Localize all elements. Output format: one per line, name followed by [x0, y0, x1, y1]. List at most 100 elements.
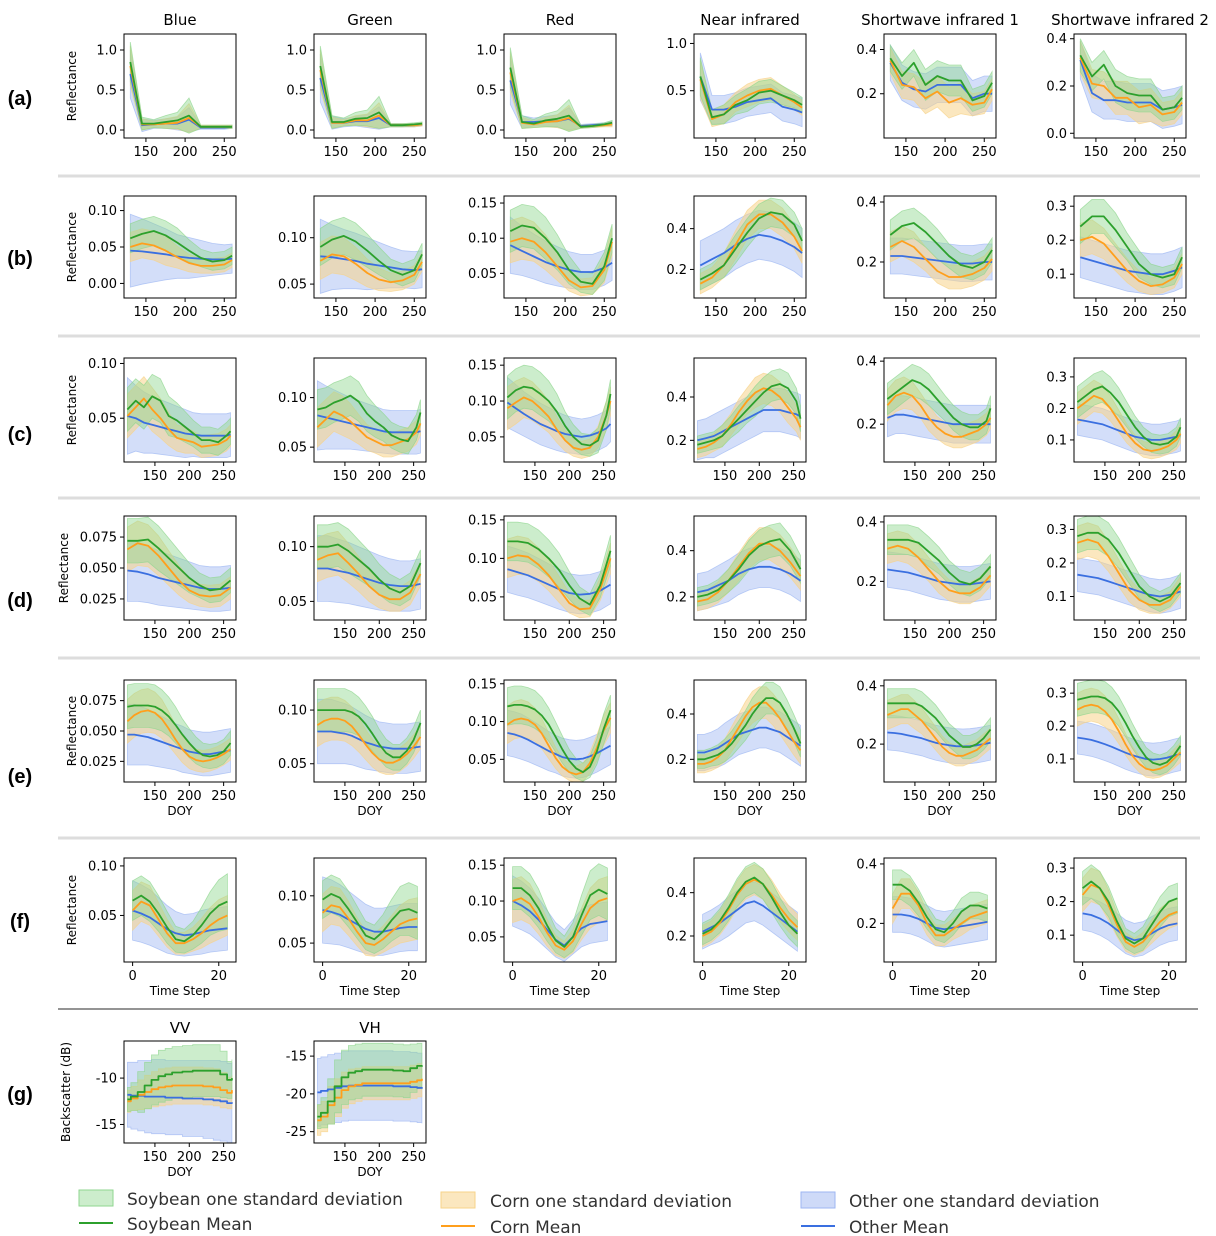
y-tick-label: 1.0 — [286, 44, 307, 59]
y-tick-label: 0.10 — [278, 704, 307, 719]
y-tick-label: 0.4 — [856, 43, 877, 58]
x-tick-label: 250 — [782, 305, 807, 320]
x-tick-label: 250 — [1161, 627, 1186, 642]
x-tick-label: 250 — [971, 469, 996, 484]
x-tick-label: 20 — [590, 969, 607, 984]
panel-frame — [693, 357, 807, 463]
panel-title: VV — [170, 1019, 191, 1037]
y-tick-label: 0.4 — [666, 544, 687, 559]
y-tick-label: 0.0 — [476, 124, 497, 139]
y-tick-label: 0.2 — [1046, 720, 1067, 735]
y-tick-label: 1.0 — [666, 37, 687, 52]
panel-frame — [313, 679, 427, 783]
soybean-mean-line — [317, 394, 422, 443]
panel-frame — [883, 857, 997, 963]
y-tick-label: 0.4 — [666, 886, 687, 901]
corn-mean-line — [702, 878, 799, 937]
x-tick-label: 150 — [143, 469, 168, 484]
corn-mean-line — [127, 1084, 233, 1103]
x-tick-label: 250 — [591, 627, 616, 642]
corn-std-band — [699, 199, 803, 295]
y-tick-label: 0.2 — [666, 590, 687, 605]
y-axis-label: Reflectance — [65, 375, 79, 445]
x-tick-label: 200 — [557, 469, 582, 484]
soybean-mean-line — [512, 887, 608, 948]
plot-area — [886, 363, 992, 449]
corn-mean-line — [322, 904, 418, 946]
x-tick-label: 250 — [971, 627, 996, 642]
plot-area — [702, 861, 799, 953]
soybean-std-band — [1077, 516, 1181, 613]
x-axis-label: DOY — [547, 804, 573, 818]
plot-area — [317, 1042, 423, 1136]
row-label-d: (d) — [7, 590, 33, 612]
plot-area — [1077, 516, 1182, 614]
x-tick-label: 200 — [367, 1150, 392, 1165]
panel-f-green: 0 20 0.10 0.05 Time Step — [278, 857, 427, 998]
x-axis-label: DOY — [1117, 804, 1143, 818]
x-tick-label: 20 — [400, 969, 417, 984]
other-mean-line — [1077, 418, 1181, 441]
plot-area — [1079, 38, 1183, 129]
panel-a-blue: 150 200 250 1.0 0.5 0.0 Reflectance — [65, 33, 237, 160]
corn-mean-line — [699, 213, 803, 285]
x-tick-label: 250 — [781, 627, 806, 642]
soybean-mean-line — [887, 702, 992, 748]
legend-other-std-label: Other one standard deviation — [849, 1192, 1100, 1212]
row-label-c: (c) — [8, 424, 32, 446]
soybean-std-band — [507, 685, 611, 782]
x-tick-label: 200 — [173, 305, 198, 320]
corn-std-band — [697, 527, 801, 612]
x-tick-label: 250 — [211, 469, 236, 484]
plot-area — [889, 207, 993, 290]
y-tick-label: 0.05 — [278, 441, 307, 456]
x-tick-label: 200 — [177, 789, 202, 804]
plot-area — [509, 47, 613, 133]
soybean-mean-line — [507, 704, 612, 774]
panel-f-red: 0 20 0.15 0.10 0.05 Time Step — [468, 857, 617, 998]
panel-frame — [883, 357, 997, 463]
x-tick-label: 250 — [212, 145, 237, 160]
soybean-mean-line — [127, 1069, 233, 1101]
corn-std-band — [317, 1062, 423, 1136]
x-tick-label: 250 — [211, 627, 236, 642]
plot-area — [699, 52, 803, 128]
y-tick-label: 0.2 — [666, 753, 687, 768]
x-tick-label: 150 — [134, 305, 159, 320]
x-tick-label: 150 — [903, 789, 928, 804]
plot-area — [512, 863, 608, 962]
y-tick-label: 0.4 — [856, 857, 877, 872]
other-mean-line — [887, 413, 991, 426]
corn-std-band — [317, 391, 421, 458]
x-tick-label: 150 — [333, 469, 358, 484]
y-tick-label: 0.5 — [286, 84, 307, 99]
corn-mean-line — [126, 397, 232, 448]
plot-area — [317, 522, 422, 612]
legend-corn-std-swatch — [440, 1191, 476, 1209]
panel-c-green: 150 200 250 0.10 0.05 — [278, 357, 427, 484]
soybean-std-band — [1079, 38, 1183, 122]
x-tick-label: 250 — [401, 469, 426, 484]
y-tick-label: 0.10 — [278, 391, 307, 406]
x-axis-label: Time Step — [719, 984, 781, 998]
y-axis-label: Reflectance — [65, 875, 79, 945]
x-tick-label: 200 — [933, 145, 958, 160]
y-tick-label: 0.4 — [666, 708, 687, 723]
panel-a-near-infrared: 150 200 250 1.0 0.5 — [666, 33, 807, 160]
plot-area — [506, 364, 612, 459]
corn-mean-line — [126, 542, 232, 598]
corn-std-band — [1082, 867, 1178, 956]
x-tick-label: 200 — [937, 627, 962, 642]
panel-b-red: 150 200 250 0.15 0.10 0.05 — [468, 195, 617, 320]
corn-mean-line — [697, 542, 802, 603]
y-tick-label: 0.2 — [856, 256, 877, 271]
soybean-mean-line — [892, 883, 988, 934]
x-tick-label: 250 — [402, 145, 427, 160]
soybean-mean-line — [1077, 531, 1182, 603]
other-mean-line — [1080, 256, 1183, 276]
y-tick-label: 0.10 — [278, 231, 307, 246]
legend-other-mean-label: Other Mean — [849, 1218, 949, 1236]
y-tick-label: 0.10 — [88, 204, 117, 219]
soybean-mean-line — [319, 65, 423, 127]
column-title-near-infrared: Near infrared — [700, 11, 799, 29]
